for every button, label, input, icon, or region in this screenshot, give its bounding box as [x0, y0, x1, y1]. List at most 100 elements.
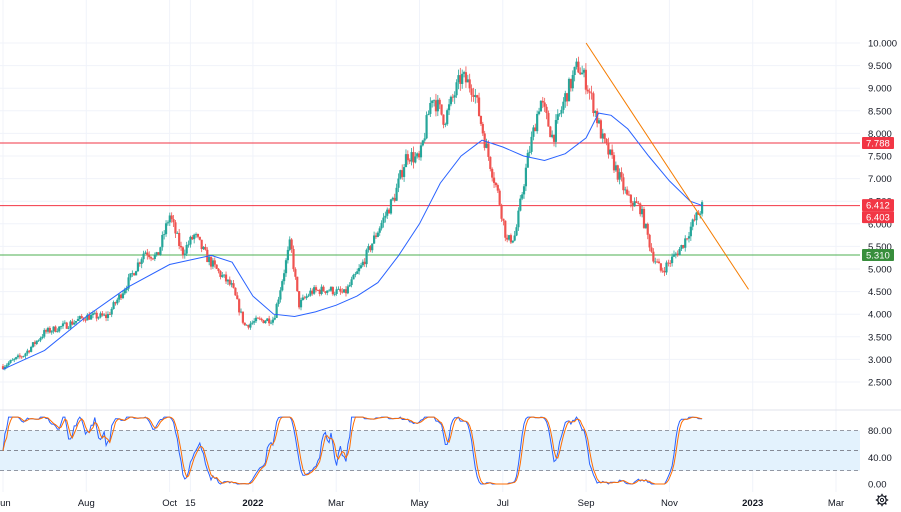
- time-axis[interactable]: Jun Aug Oct 15 2022 Mar May Jul Sep Nov 2023 Mar: [0, 498, 844, 509]
- candle: [290, 238, 293, 253]
- candle: [346, 284, 349, 295]
- candle: [164, 220, 168, 237]
- candle: [46, 326, 50, 334]
- candle: [663, 267, 666, 277]
- candle: [496, 183, 499, 194]
- candle: [477, 92, 481, 117]
- svg-text:6.412: 6.412: [866, 201, 890, 212]
- candle: [134, 270, 138, 276]
- candle: [489, 156, 492, 172]
- candle: [436, 95, 439, 117]
- candle: [432, 99, 436, 107]
- candle: [579, 67, 582, 75]
- candle: [513, 230, 516, 242]
- candle: [552, 134, 556, 147]
- candle: [404, 149, 408, 168]
- candle: [303, 295, 306, 300]
- candle: [60, 325, 63, 330]
- candle: [414, 152, 417, 164]
- candle: [288, 236, 291, 252]
- candle: [316, 289, 319, 291]
- candle: [607, 137, 610, 159]
- candle: [642, 206, 646, 229]
- candle: [661, 267, 664, 273]
- candle: [88, 311, 91, 321]
- candle: [69, 319, 72, 331]
- candle: [459, 67, 462, 91]
- candle: [131, 270, 134, 277]
- candle: [15, 356, 18, 361]
- candle: [389, 198, 393, 215]
- candle: [451, 93, 454, 102]
- candle: [543, 97, 546, 112]
- gear-icon[interactable]: [875, 493, 889, 507]
- candle: [648, 233, 651, 252]
- candle: [380, 220, 383, 231]
- candle: [417, 150, 421, 161]
- candle: [691, 218, 694, 231]
- price-tick-label: 6.000: [868, 219, 892, 230]
- candle: [176, 231, 179, 234]
- candle: [635, 197, 638, 204]
- candle: [331, 286, 334, 296]
- candle: [506, 234, 509, 243]
- price-tick-label: 3.000: [868, 355, 892, 366]
- candle: [50, 330, 53, 335]
- candle: [438, 97, 441, 110]
- candle: [671, 253, 674, 267]
- candle: [76, 316, 80, 322]
- moving-average-line: [2, 112, 703, 370]
- oscillator-pane[interactable]: [0, 416, 860, 485]
- candle: [337, 286, 340, 290]
- candle: [639, 202, 642, 217]
- candle: [39, 336, 42, 343]
- candle: [262, 319, 265, 324]
- candle: [665, 260, 668, 275]
- candle: [200, 239, 203, 253]
- candle: [558, 113, 561, 117]
- candle: [500, 203, 503, 222]
- candle: [121, 290, 125, 300]
- candle: [249, 321, 252, 330]
- time-tick-label: Nov: [661, 498, 678, 509]
- candle: [416, 152, 419, 159]
- candle: [268, 315, 271, 327]
- candle: [16, 353, 20, 359]
- candle: [116, 297, 119, 306]
- candle: [612, 152, 616, 173]
- candle: [101, 310, 104, 317]
- candle: [224, 271, 228, 284]
- candle: [45, 328, 48, 334]
- candle: [43, 328, 46, 339]
- candle: [534, 123, 537, 132]
- price-tick-label: 9.500: [868, 61, 892, 72]
- candle: [594, 110, 597, 118]
- candle: [234, 287, 237, 296]
- candle: [133, 272, 136, 276]
- candle: [440, 104, 443, 116]
- candle: [226, 279, 230, 285]
- candle: [624, 186, 627, 194]
- candle: [427, 110, 430, 116]
- candle: [296, 276, 299, 292]
- candle: [151, 258, 155, 261]
- candle: [573, 66, 576, 82]
- candle: [470, 84, 473, 102]
- candle: [18, 353, 21, 359]
- candle: [684, 235, 687, 252]
- candle: [676, 250, 679, 257]
- candle: [178, 228, 181, 250]
- candle: [577, 56, 580, 74]
- candle: [672, 250, 676, 258]
- candle: [356, 268, 359, 275]
- candle: [125, 285, 128, 294]
- oscillator-axis[interactable]: 80.00 40.00 0.00: [868, 426, 892, 491]
- candle: [562, 97, 565, 114]
- candle: [382, 213, 385, 228]
- candle: [631, 200, 634, 211]
- candle: [689, 222, 692, 241]
- candle: [318, 288, 321, 297]
- candle: [556, 109, 559, 124]
- candle: [22, 355, 25, 358]
